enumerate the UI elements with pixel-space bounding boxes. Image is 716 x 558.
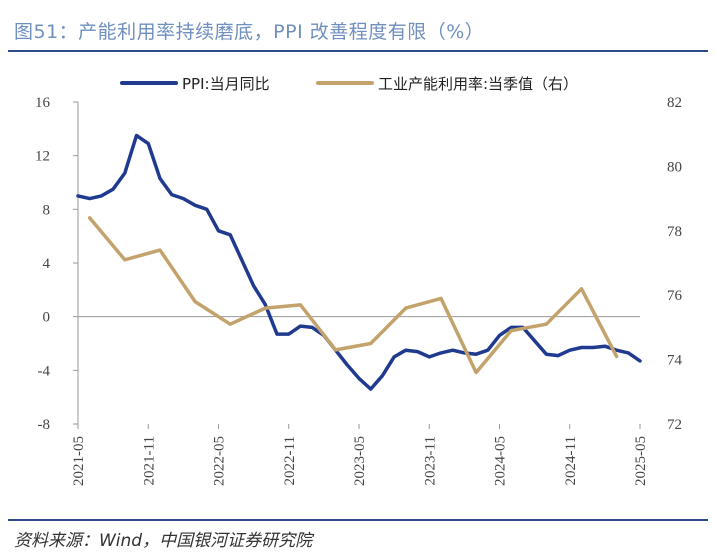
right-tick-label: 72 [667,417,682,433]
left-tick-label: 0 [43,310,51,326]
x-tick-label: 2022-05 [212,436,228,486]
left-tick-label: 4 [43,256,51,272]
ppi-series-line [76,133,642,391]
left-tick-label: -4 [38,363,51,379]
left-tick-label: -8 [38,417,51,433]
right-tick-label: 78 [667,224,682,240]
left-tick-label: 16 [35,95,51,111]
x-tick-label: 2021-11 [141,436,157,485]
x-tick-label: 2024-05 [493,436,509,486]
x-tick-label: 2023-05 [352,436,368,486]
right-tick-label: 76 [667,288,683,304]
right-tick-label: 74 [667,353,683,369]
title-divider [8,50,708,52]
x-tick-label: 2022-11 [282,436,298,485]
capacity-series-line [87,216,619,375]
x-tick-label: 2021-05 [71,436,87,486]
chart-title: 图51：产能利用率持续磨底，PPI 改善程度有限（%） [14,21,485,43]
footer-divider [8,519,708,521]
x-tick-label: 2024-11 [563,436,579,485]
x-tick-label: 2025-05 [633,436,649,486]
left-tick-label: 8 [43,202,51,218]
axes: 16 12 8 4 0 -4 -8 82 80 78 76 74 72 2021-05 2021-11 202… [35,95,683,486]
source-note: 资料来源：Wind，中国银河证券研究院 [14,531,313,551]
legend-label-ppi: PPI:当月同比 [182,75,270,93]
legend: PPI:当月同比 工业产能利用率:当季值（右） [120,75,578,93]
right-tick-label: 82 [667,95,682,111]
legend-label-capacity: 工业产能利用率:当季值（右） [378,75,578,93]
series-lines [76,133,642,391]
left-tick-label: 12 [35,149,50,165]
x-tick-label: 2023-11 [422,436,438,485]
right-tick-label: 80 [667,159,682,175]
